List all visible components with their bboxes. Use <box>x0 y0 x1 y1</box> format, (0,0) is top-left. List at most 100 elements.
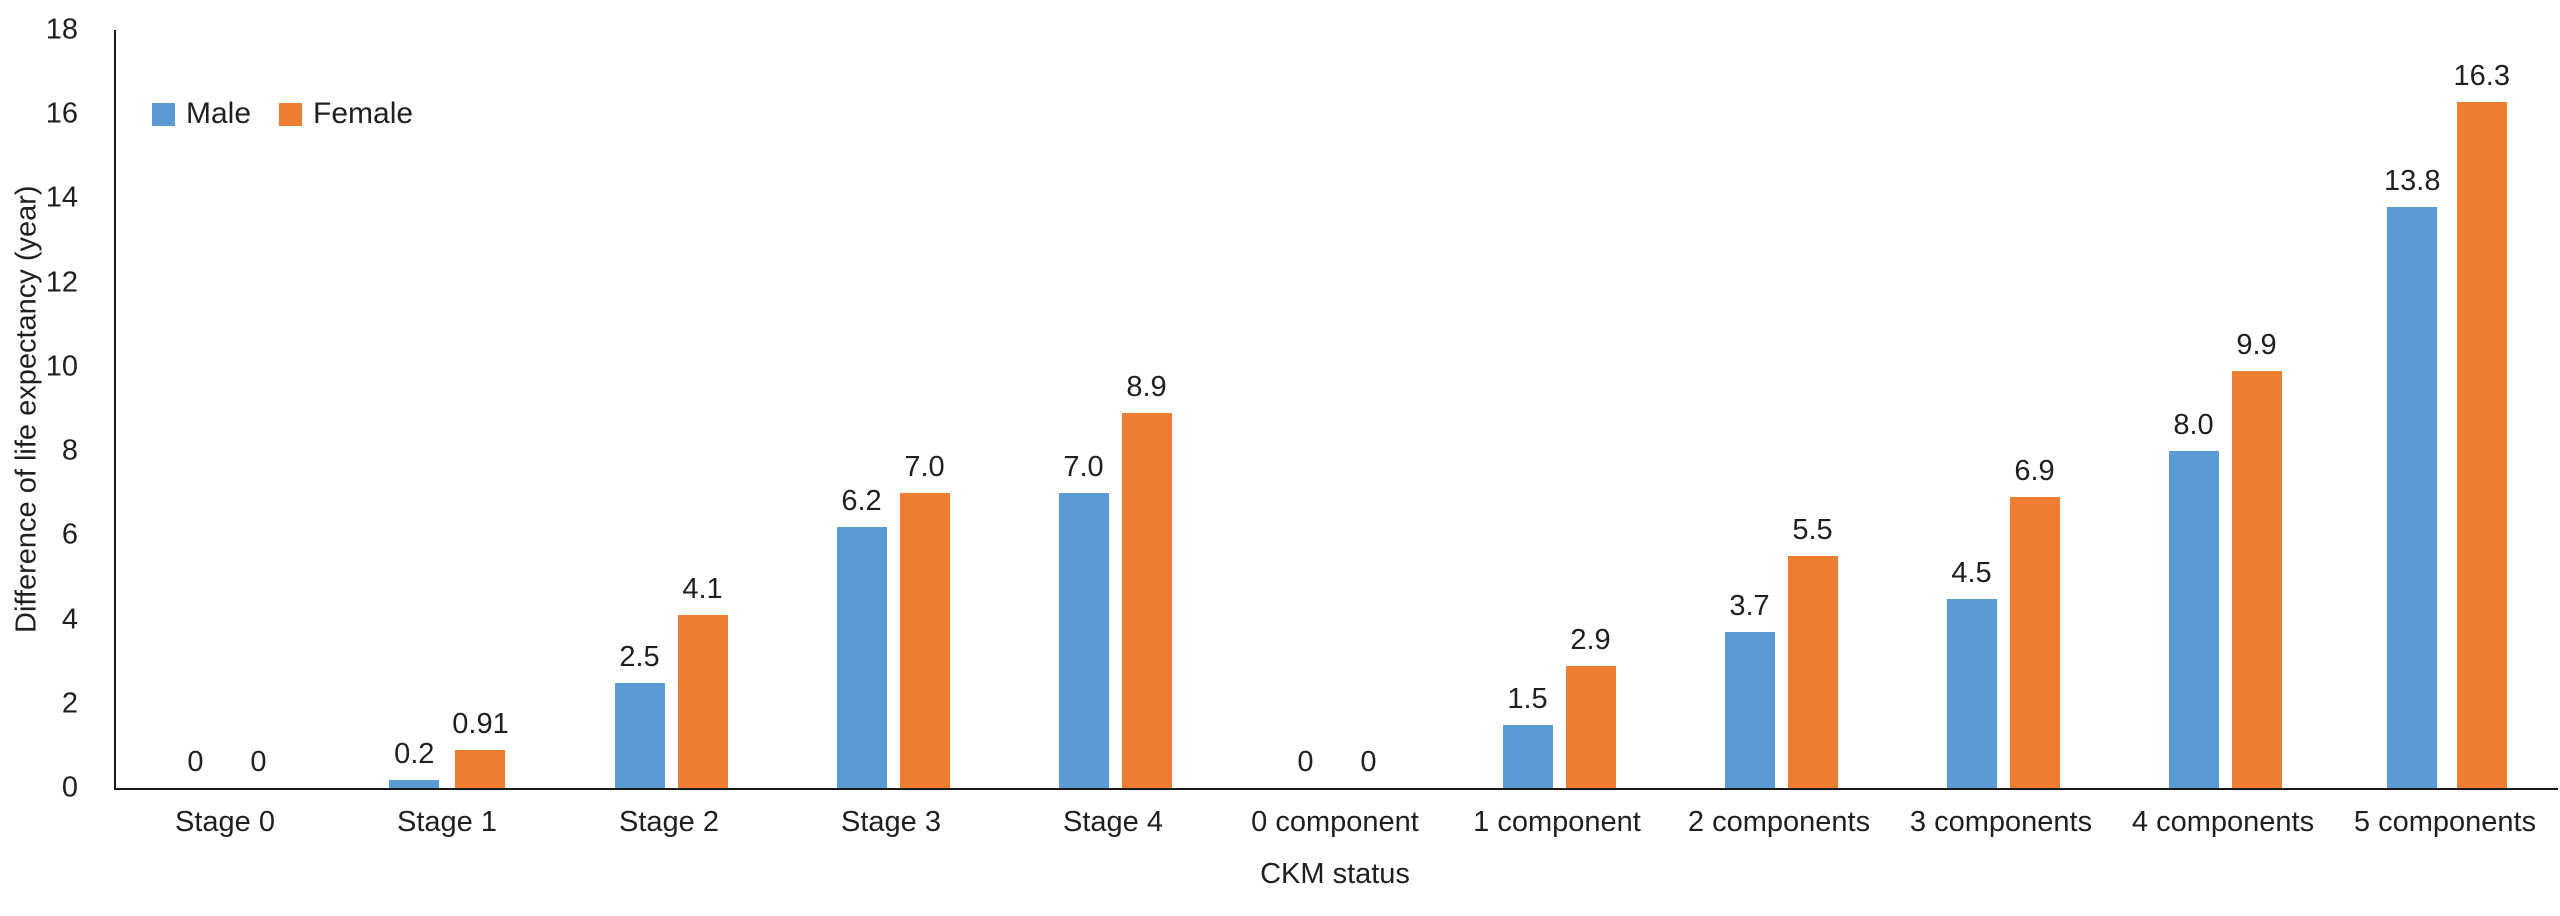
bar-wrap-male: 6.2 <box>836 30 887 788</box>
bar-female <box>899 493 950 788</box>
data-label-male: 6.2 <box>841 484 882 517</box>
data-label-female: 16.3 <box>2453 59 2510 92</box>
x-tick-label-3-components: 3 components <box>1909 806 2093 838</box>
bar-female <box>2009 497 2060 788</box>
data-label-male: 13.8 <box>2384 164 2441 197</box>
bar-male <box>1502 724 1553 788</box>
y-tick-label-18: 18 <box>45 13 78 46</box>
male-series-swatch-icon <box>152 102 175 126</box>
y-tick-label-2: 2 <box>61 687 78 720</box>
legend-item-male: Male <box>152 97 251 131</box>
data-label-male: 1.5 <box>1507 682 1548 715</box>
bar-male <box>836 526 887 788</box>
bar-wrap-male: 2.5 <box>614 30 665 788</box>
y-tick-label-4: 4 <box>61 603 78 636</box>
bar-group-5-components: 13.8 16.3 <box>2336 30 2558 788</box>
data-label-male: 0 <box>187 746 204 778</box>
bar-wrap-male: 4.5 <box>1946 30 1997 788</box>
x-tick-label-0-component: 0 component <box>1251 806 1419 838</box>
data-label-male: 7.0 <box>1063 451 1104 484</box>
data-label-female: 4.1 <box>682 573 723 606</box>
x-tick-label-5-components: 5 components <box>2353 806 2537 838</box>
bar-wrap-female: 4.1 <box>677 30 728 788</box>
bar-wrap-male: 1.5 <box>1502 30 1553 788</box>
bar-female <box>1565 665 1616 788</box>
bar-wrap-female: 0 <box>1344 30 1394 788</box>
bar-group-2-components: 3.7 5.5 <box>1670 30 1892 788</box>
bar-male <box>389 779 440 788</box>
data-label-female: 0 <box>250 746 267 778</box>
y-axis-tick-labels: 0 2 4 6 8 10 12 14 16 18 <box>0 15 96 802</box>
data-label-female: 6.9 <box>2014 455 2055 488</box>
bar-group-1-component: 1.5 2.9 <box>1448 30 1670 788</box>
bar-wrap-male: 0 <box>171 30 221 788</box>
bar-wrap-female: 0 <box>234 30 284 788</box>
bar-wrap-female: 9.9 <box>2231 30 2282 788</box>
data-label-male: 8.0 <box>2173 409 2214 442</box>
legend-label-female: Female <box>313 97 414 130</box>
legend-item-female: Female <box>279 97 413 131</box>
data-label-female: 2.9 <box>1570 623 1611 656</box>
bar-wrap-female: 16.3 <box>2454 30 2510 788</box>
x-tick-label-stage-2: Stage 2 <box>619 806 719 838</box>
bar-wrap-male: 8.0 <box>2168 30 2219 788</box>
y-tick-label-16: 16 <box>45 97 78 130</box>
bar-wrap-female: 8.9 <box>1121 30 1172 788</box>
bar-group-stage-4: 7.0 8.9 <box>1004 30 1226 788</box>
y-tick-label-6: 6 <box>61 518 78 551</box>
x-tick-label-4-components: 4 components <box>2131 806 2315 838</box>
bar-wrap-female: 7.0 <box>899 30 950 788</box>
data-label-female: 0 <box>1360 746 1377 778</box>
bar-male <box>1946 598 1997 788</box>
bar-wrap-male: 0 <box>1281 30 1331 788</box>
bar-male <box>1724 632 1775 788</box>
y-tick-label-14: 14 <box>45 181 78 214</box>
data-label-female: 0.91 <box>452 707 509 740</box>
y-tick-label-8: 8 <box>61 434 78 467</box>
y-tick-label-12: 12 <box>45 266 78 299</box>
bar-wrap-female: 2.9 <box>1565 30 1616 788</box>
bar-female <box>2231 371 2282 788</box>
bar-female <box>1121 413 1172 788</box>
bar-wrap-male: 7.0 <box>1058 30 1109 788</box>
data-label-male: 4.5 <box>1951 556 1992 589</box>
data-label-female: 5.5 <box>1792 514 1833 547</box>
x-tick-label-stage-3: Stage 3 <box>841 806 941 838</box>
bar-male <box>2168 451 2219 788</box>
x-tick-label-stage-4: Stage 4 <box>1063 806 1163 838</box>
x-tick-label-2-components: 2 components <box>1687 806 1871 838</box>
bar-female <box>677 615 728 788</box>
bar-wrap-female: 5.5 <box>1787 30 1838 788</box>
bar-male <box>1058 493 1109 788</box>
bar-wrap-male: 0.2 <box>389 30 440 788</box>
bar-group-stage-3: 6.2 7.0 <box>782 30 1004 788</box>
bar-wrap-male: 3.7 <box>1724 30 1775 788</box>
bar-group-stage-2: 2.5 4.1 <box>560 30 782 788</box>
data-label-male: 3.7 <box>1729 590 1770 623</box>
x-tick-label-1-component: 1 component <box>1473 806 1641 838</box>
data-label-female: 8.9 <box>1126 371 1167 404</box>
bar-wrap-female: 6.9 <box>2009 30 2060 788</box>
bar-female <box>455 749 506 788</box>
data-label-male: 0.2 <box>394 737 435 770</box>
legend-label-male: Male <box>186 97 252 130</box>
bar-group-3-components: 4.5 6.9 <box>1892 30 2114 788</box>
data-label-male: 0 <box>1297 746 1314 778</box>
x-axis-title: CKM status <box>1260 858 1410 890</box>
bar-wrap-male: 13.8 <box>2384 30 2441 788</box>
bar-group-stage-1: 0.2 0.91 <box>338 30 560 788</box>
bar-female <box>1787 556 1838 788</box>
x-tick-label-stage-0: Stage 0 <box>175 806 275 838</box>
data-label-female: 7.0 <box>904 451 945 484</box>
legend: Male Female <box>152 97 413 131</box>
bar-wrap-female: 0.91 <box>452 30 509 788</box>
bar-female <box>2456 101 2507 788</box>
data-label-male: 2.5 <box>619 640 660 673</box>
female-series-swatch-icon <box>279 102 303 126</box>
bar-male <box>2387 206 2438 788</box>
plot-area: 0 0 0.2 0.91 2.5 4.1 6.2 7.0 7.0 8.9 0 0 1.5 2.9 3.7 5.… <box>114 30 2558 790</box>
y-tick-label-0: 0 <box>61 771 78 804</box>
